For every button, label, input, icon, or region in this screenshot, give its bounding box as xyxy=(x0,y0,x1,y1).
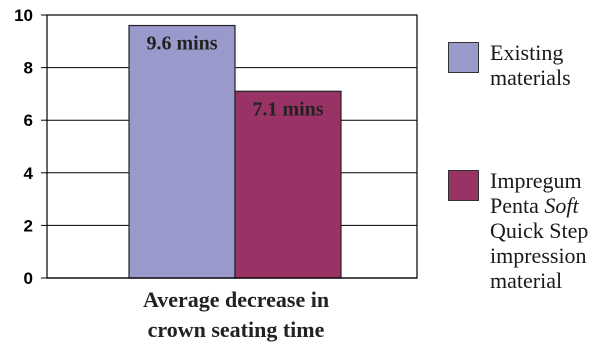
y-tick-label-8: 8 xyxy=(24,59,33,78)
legend-swatch-impregum xyxy=(448,170,479,201)
legend-label-impregum-line5: material xyxy=(490,268,563,293)
legend-label-impregum-line2: Penta xyxy=(490,193,545,218)
legend-label-impregum-line4: impression xyxy=(490,243,587,268)
legend-swatch-existing xyxy=(448,42,479,73)
y-tick-label-2: 2 xyxy=(24,216,33,235)
legend-label-impregum-soft: Soft xyxy=(544,193,579,218)
x-category-label-line1: Average decrease in xyxy=(143,287,329,312)
legend-label-impregum-line1: Impregum xyxy=(490,168,582,193)
legend-label-existing-line2: materials xyxy=(490,65,571,90)
bar-impregum xyxy=(234,90,342,279)
y-tick-label-10: 10 xyxy=(14,6,33,25)
y-tick-label-4: 4 xyxy=(24,164,34,183)
data-label-existing: 9.6 mins xyxy=(146,33,217,55)
bar-existing xyxy=(128,24,236,279)
legend-label-existing-line1: Existing xyxy=(490,40,564,65)
y-tick-label-0: 0 xyxy=(24,269,33,288)
y-tick-label-6: 6 xyxy=(24,111,33,130)
legend-label-impregum-line3: Quick Step xyxy=(490,218,589,243)
data-label-impregum: 7.1 mins xyxy=(252,98,323,120)
x-category-label-line2: crown seating time xyxy=(148,317,325,342)
